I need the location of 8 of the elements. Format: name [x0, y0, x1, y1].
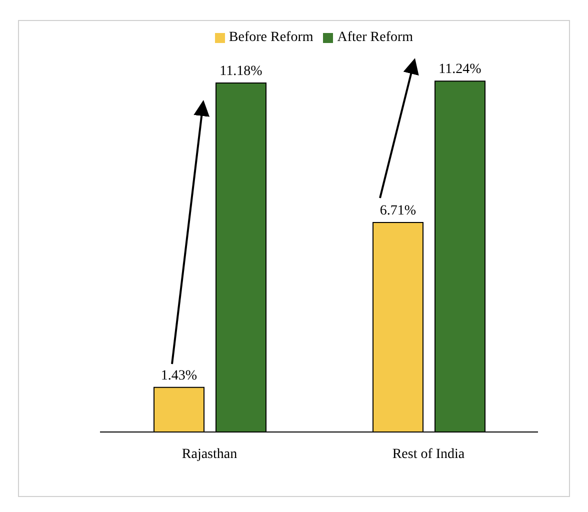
x-tick-label: Rest of India: [392, 446, 466, 462]
data-label: 1.43%: [160, 368, 198, 384]
legend-label: Before Reform: [228, 30, 314, 45]
x-tick-label: Rajasthan: [182, 446, 238, 462]
data-label: 11.24%: [438, 62, 482, 78]
data-label: 11.18%: [220, 64, 263, 79]
data-label: 6.71%: [380, 204, 416, 219]
legend-label: After Reform: [337, 30, 414, 45]
